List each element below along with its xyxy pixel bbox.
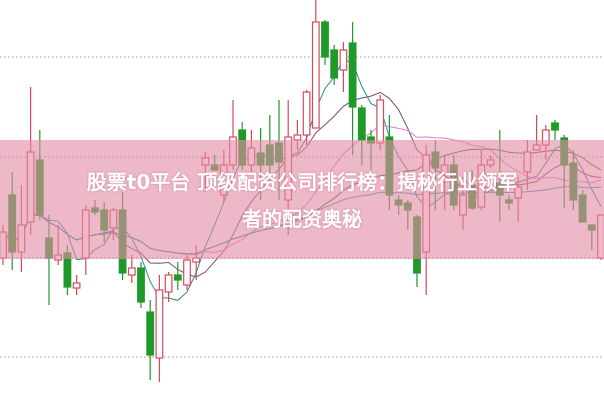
candle-up <box>72 282 81 289</box>
candle-up <box>376 99 385 144</box>
candle-up <box>164 274 173 293</box>
candle-up <box>155 289 164 359</box>
candle-down <box>173 274 182 281</box>
candle-down <box>348 42 357 108</box>
headline: 股票t0平台 顶级配资公司排行榜：揭秘行业领军 者的配资奥秘 <box>0 164 604 238</box>
headline-line-1: 股票t0平台 顶级配资公司排行榜：揭秘行业领军 <box>86 170 518 194</box>
candle-down <box>137 267 145 303</box>
candle-up <box>302 91 311 136</box>
headline-banner <box>0 140 604 259</box>
candle-down <box>551 122 559 131</box>
candle-up <box>311 21 320 129</box>
candle-down <box>146 311 155 356</box>
candle-up <box>339 49 348 71</box>
candle-down <box>357 107 366 141</box>
headline-line-2: 者的配资奥秘 <box>242 207 362 231</box>
candle-down <box>321 21 329 58</box>
candle-up <box>183 259 191 286</box>
candle-down <box>330 49 339 79</box>
candle-up <box>127 267 136 276</box>
